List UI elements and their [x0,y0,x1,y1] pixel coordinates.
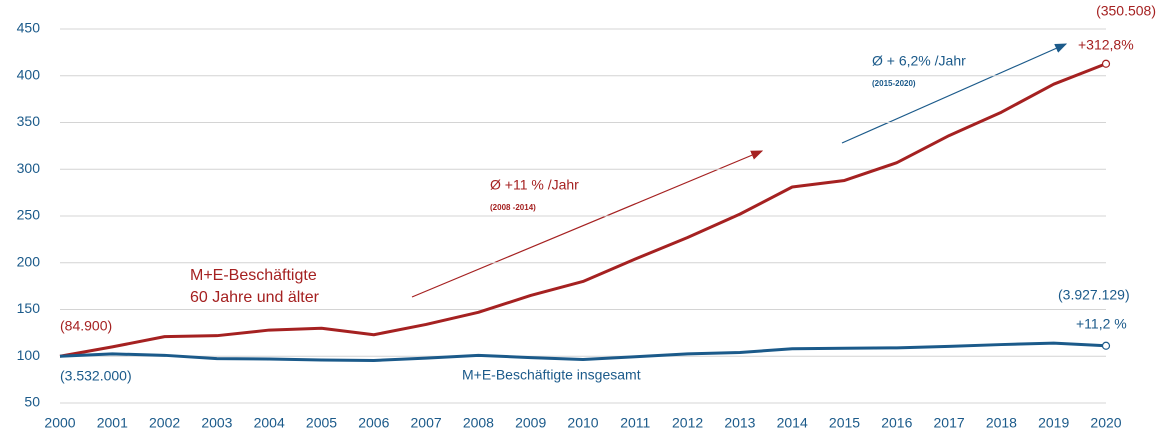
x-tick-label: 2011 [620,415,650,431]
series-line [59,62,1107,358]
annotation: Ø + 6,2% /Jahr [872,53,966,69]
x-tick-label: 2009 [515,415,546,431]
y-tick-label: 300 [17,160,41,176]
annotation: +312,8% [1078,37,1134,53]
series-line [59,341,1107,362]
series-label: M+E-Beschäftigte insgesamt [462,367,641,383]
x-tick-label: 2008 [463,415,494,431]
x-tick-label: 2007 [411,415,442,431]
x-tick-label: 2005 [306,415,337,431]
y-tick-label: 400 [17,66,41,82]
y-tick-label: 150 [17,300,41,316]
y-tick-label: 200 [17,253,41,269]
x-tick-label: 2018 [986,415,1017,431]
y-tick-label: 100 [17,347,41,363]
y-tick-label: 350 [17,113,41,129]
end-point [1101,59,1111,68]
annotation: (350.508) [1096,3,1156,19]
annotation: (3.927.129) [1058,287,1130,303]
x-tick-label: 2019 [1038,415,1069,431]
annotation: (2015-2020) [872,79,916,88]
series-label: 60 Jahre und älter [190,289,320,306]
x-tick-label: 2017 [934,415,965,431]
x-tick-label: 2013 [724,415,755,431]
x-tick-label: 2012 [672,415,703,431]
x-tick-label: 2000 [44,415,75,431]
x-tick-label: 2010 [567,415,598,431]
annotation: Ø +11 % /Jahr [490,177,579,193]
trend-arrow [841,43,1068,144]
series-label: M+E-Beschäftigte [190,267,317,284]
annotation: +11,2 % [1076,316,1127,332]
x-tick-label: 2006 [358,415,389,431]
x-tick-label: 2003 [201,415,232,431]
y-tick-label: 50 [24,394,40,410]
x-tick-label: 2014 [777,415,808,431]
x-tick-label: 2020 [1090,415,1121,431]
y-tick-label: 250 [17,207,41,223]
x-tick-label: 2015 [829,415,860,431]
trend-arrow [411,150,764,298]
x-tick-label: 2001 [97,415,128,431]
annotation: (84.900) [60,318,112,334]
y-tick-label: 450 [17,20,41,36]
plot: 50 100 150 200 250 300 350 400 450 2000 2001 2002 20… [17,3,1156,431]
annotation: (3.532.000) [60,368,132,384]
x-tick-label: 2002 [149,415,180,431]
x-tick-label: 2016 [881,415,912,431]
end-point [1101,341,1111,350]
annotation: (2008 -2014) [490,203,536,212]
x-tick-label: 2004 [254,415,285,431]
